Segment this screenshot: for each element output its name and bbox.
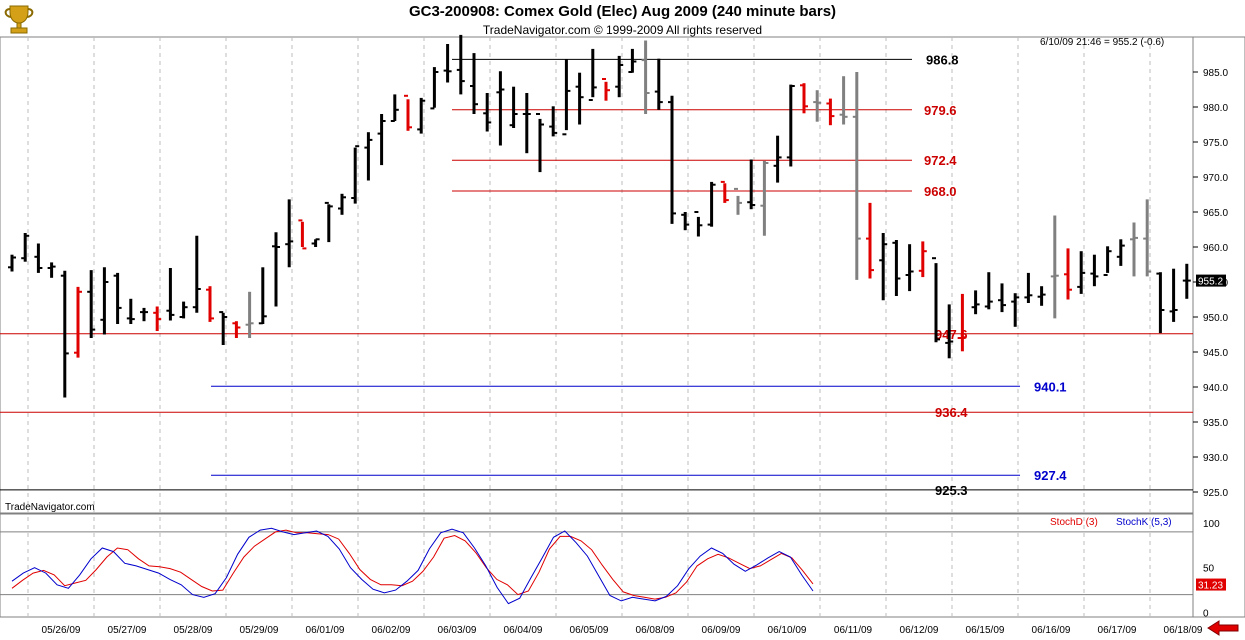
x-tick-label: 06/08/09 <box>636 625 675 636</box>
copyright-notice: TradeNavigator.com © 1999-2009 All right… <box>482 23 763 37</box>
level-label: 927.4 <box>1034 468 1067 483</box>
stoch-series-line <box>11 527 814 605</box>
level-label: 986.8 <box>926 52 959 67</box>
stochastic-panel <box>0 513 1194 618</box>
level-label: 925.3 <box>935 483 968 498</box>
y-tick-label: 950.0 <box>1203 313 1228 324</box>
x-tick-label: 05/27/09 <box>108 625 147 636</box>
y-tick-label: 935.0 <box>1203 418 1228 429</box>
x-tick-label: 06/17/09 <box>1098 625 1137 636</box>
stoch-series-line <box>11 529 814 600</box>
scroll-right-arrow-icon[interactable] <box>1206 619 1240 637</box>
y-tick-label: 960.0 <box>1203 243 1228 254</box>
stoch-last-label: 31.23 <box>1198 581 1223 592</box>
y-tick-label: 940.0 <box>1203 383 1228 394</box>
x-tick-label: 05/29/09 <box>240 625 279 636</box>
level-label: 936.4 <box>935 405 968 420</box>
level-label: 979.6 <box>924 103 957 118</box>
x-tick-label: 06/02/09 <box>372 625 411 636</box>
x-tick-label: 06/16/09 <box>1032 625 1071 636</box>
y-tick-label: 970.0 <box>1203 173 1228 184</box>
x-tick-label: 06/01/09 <box>306 625 345 636</box>
y-tick-label: 965.0 <box>1203 208 1228 219</box>
y-tick-label: 925.0 <box>1203 488 1228 499</box>
y-tick-label: 945.0 <box>1203 348 1228 359</box>
trophy-icon[interactable] <box>2 2 36 36</box>
stoch-tick-label: 100 <box>1203 519 1220 530</box>
x-tick-label: 06/10/09 <box>768 625 807 636</box>
y-axis-area <box>1192 36 1245 618</box>
y-tick-label: 985.0 <box>1203 68 1228 79</box>
legend-stochd: StochD (3) <box>1050 517 1098 528</box>
x-tick-label: 06/18/09 <box>1164 625 1203 636</box>
last-price-label: 955.2 <box>1198 277 1223 288</box>
stoch-tick-label: 0 <box>1203 609 1209 620</box>
legend-stochk: StochK (5,3) <box>1116 517 1172 528</box>
x-tick-label: 06/15/09 <box>966 625 1005 636</box>
last-quote: 6/10/09 21:46 = 955.2 (-0.6) <box>1040 37 1165 48</box>
x-tick-label: 06/12/09 <box>900 625 939 636</box>
level-label: 968.0 <box>924 184 957 199</box>
ohlc-bars <box>8 34 1191 398</box>
chart-title: GC3-200908: Comex Gold (Elec) Aug 2009 (… <box>408 3 837 20</box>
x-tick-label: 06/05/09 <box>570 625 609 636</box>
y-tick-label: 975.0 <box>1203 138 1228 149</box>
x-tick-label: 05/28/09 <box>174 625 213 636</box>
stochastic-lines <box>0 527 1193 605</box>
y-tick-label: 980.0 <box>1203 103 1228 114</box>
x-tick-label: 06/11/09 <box>834 625 873 636</box>
last-price-box <box>1196 274 1226 287</box>
x-tick-label: 06/03/09 <box>438 625 477 636</box>
price-panel <box>0 36 1194 514</box>
stoch-last-box <box>1196 578 1226 591</box>
price-levels: 986.8979.6972.4968.0947.6940.1936.4927.4… <box>0 52 1193 498</box>
stoch-tick-label: 50 <box>1203 564 1215 575</box>
y-tick-label: 930.0 <box>1203 453 1228 464</box>
x-tick-label: 06/09/09 <box>702 625 741 636</box>
level-label: 972.4 <box>924 153 957 168</box>
x-tick-label: 06/04/09 <box>504 625 543 636</box>
axis-labels: 05/26/09 05/27/09 05/28/09 05/29/09 06/01/09… <box>42 68 1229 636</box>
x-tick-label: 05/26/09 <box>42 625 81 636</box>
level-label: 940.1 <box>1034 379 1067 394</box>
watermark: TradeNavigator.com <box>5 502 95 513</box>
